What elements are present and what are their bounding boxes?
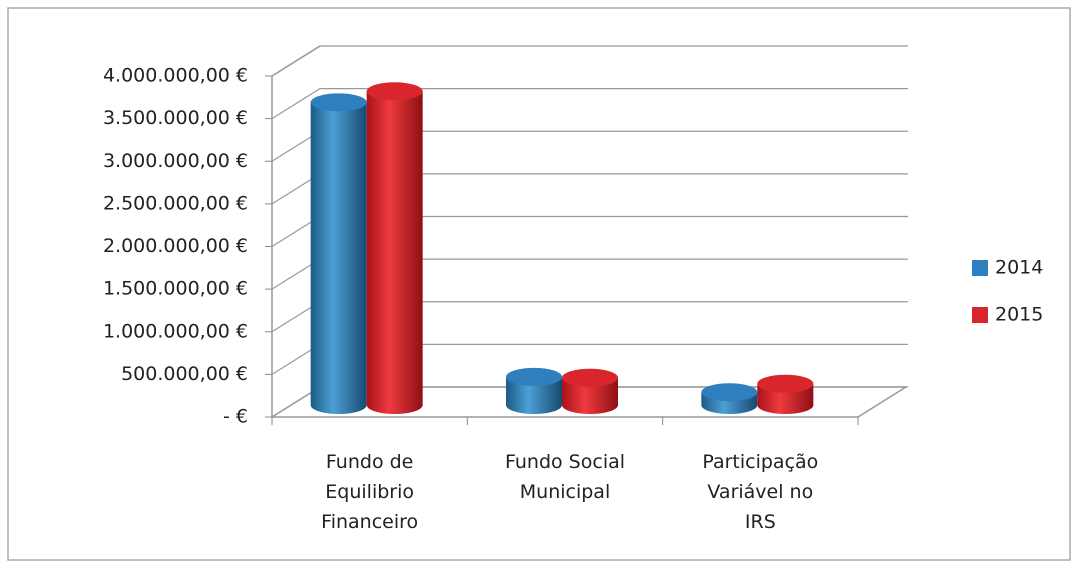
legend-label: 2015 [995, 304, 1043, 326]
grid-line [271, 88, 908, 120]
x-tick-label: Fundo de Equilibrio Financeiro [321, 451, 419, 533]
grid-line [271, 45, 908, 77]
cylinder-body [366, 91, 423, 414]
y-tick-label: - € [223, 406, 248, 428]
cylinder-body [562, 377, 618, 414]
x-tick-label: Participação Variável no IRS [702, 451, 819, 533]
y-tick-label: 3.000.000,00 € [103, 150, 248, 172]
cylinder-top [701, 383, 758, 402]
y-tick-label: 1.000.000,00 € [103, 320, 248, 342]
chart-border [7, 7, 1071, 561]
y-tick-label: 4.000.000,00 € [103, 65, 248, 87]
y-tick-label: 2.000.000,00 € [103, 235, 248, 257]
cylinder-top [562, 368, 618, 387]
legend-swatch [972, 260, 988, 276]
x-tick-label: Fundo Social Municipal [504, 451, 626, 503]
cylinder-top [310, 93, 367, 112]
cylinder-top [757, 374, 814, 393]
cylinder-top [506, 367, 562, 386]
legend-label: 2014 [995, 257, 1043, 279]
y-tick-label: 3.500.000,00 € [103, 107, 248, 129]
cylinder-body [310, 102, 367, 415]
y-tick-label: 1.500.000,00 € [103, 278, 248, 300]
y-tick-label: 2.500.000,00 € [103, 192, 248, 214]
cylinder-top [366, 82, 423, 101]
cylinder-body [506, 376, 562, 414]
legend-swatch [972, 307, 988, 323]
y-tick-label: 500.000,00 € [121, 363, 248, 385]
